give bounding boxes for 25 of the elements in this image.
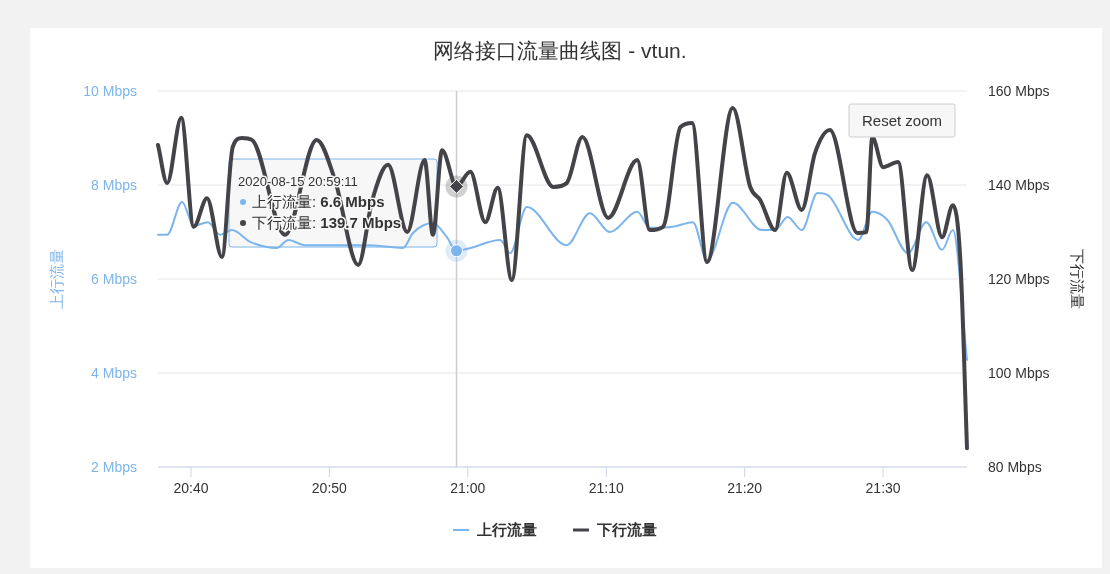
y-tick-label: 2 Mbps: [91, 459, 137, 475]
y2-axis-title: 下行流量: [1069, 249, 1086, 309]
x-tick-label: 20:50: [311, 480, 348, 496]
y-tick-label: 10 Mbps: [83, 83, 137, 99]
legend-label: 上行流量: [476, 521, 537, 538]
y-tick-label: 6 Mbps: [91, 271, 137, 287]
y2-tick-label: 80 Mbps: [988, 459, 1042, 475]
x-tick-label: 21:20: [727, 480, 763, 496]
x-tick-label: 21:30: [865, 480, 901, 496]
annotation: Reset zoom: [861, 112, 943, 129]
x-tick-label: 21:10: [588, 480, 624, 496]
legend-label: 下行流量: [596, 521, 657, 538]
y-tick-label: 4 Mbps: [91, 365, 137, 381]
y2-tick-label: 160 Mbps: [988, 83, 1050, 99]
y-axis-title: 上行流量: [48, 249, 65, 309]
x-tick-label: 20:40: [173, 480, 209, 496]
chart-title: 网络接口流量曲线图 - vtun.: [433, 39, 687, 62]
y2-tick-label: 100 Mbps: [988, 365, 1050, 381]
line-series: [156, 105, 969, 451]
y2-tick-label: 120 Mbps: [988, 271, 1050, 287]
button: Reset zoom: [848, 103, 956, 138]
line-series: [157, 191, 968, 361]
y2-tick-label: 140 Mbps: [988, 177, 1050, 193]
x-tick-label: 21:00: [450, 480, 486, 496]
y-tick-label: 8 Mbps: [91, 177, 137, 193]
